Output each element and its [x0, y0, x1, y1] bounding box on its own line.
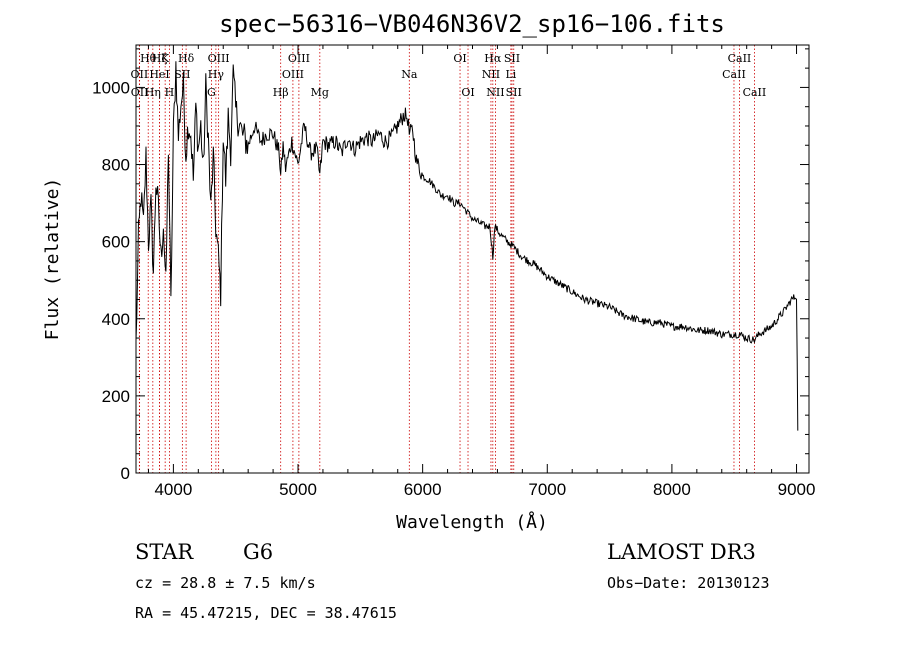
- line-marker-label: OII: [131, 68, 149, 81]
- line-marker-label: Hγ: [208, 68, 225, 81]
- line-marker-label: SII: [506, 86, 522, 99]
- line-marker-label: H: [165, 86, 175, 99]
- line-marker-label: Hη: [145, 86, 161, 99]
- spectrum-line-0: [135, 61, 799, 431]
- line-marker-label: Hβ: [273, 86, 289, 99]
- object-subclass: G6: [243, 540, 274, 564]
- line-marker-label: CaII: [722, 68, 746, 81]
- y-tick-label: 600: [102, 233, 130, 252]
- x-tick-label: 5000: [279, 480, 317, 499]
- x-tick-label: 8000: [653, 480, 691, 499]
- line-marker-label: CaII: [743, 86, 767, 99]
- sky-coordinates: RA = 45.47215, DEC = 38.47615: [135, 604, 397, 622]
- y-axis-label: Flux (relative): [42, 178, 63, 341]
- line-marker-label: SII: [504, 52, 520, 65]
- x-tick-label: 6000: [404, 480, 442, 499]
- line-marker-label: OI: [453, 52, 466, 65]
- line-marker-label: OIII: [208, 52, 230, 65]
- line-marker-label: Hδ: [178, 52, 195, 65]
- line-marker-label: Mg: [311, 86, 329, 99]
- line-marker-label: Li: [505, 68, 516, 81]
- object-type: STAR: [135, 540, 194, 564]
- x-axis-label: Wavelength (Å): [396, 511, 548, 533]
- x-tick-label: 4000: [154, 480, 192, 499]
- y-tick-label: 800: [102, 156, 130, 175]
- redshift-cz: cz = 28.8 ± 7.5 km/s: [135, 574, 316, 592]
- observation-date: Obs−Date: 20130123: [607, 574, 770, 592]
- line-marker-label: Hα: [484, 52, 502, 65]
- line-marker-label: Hζ: [152, 52, 168, 65]
- y-tick-label: 1000: [92, 78, 130, 97]
- line-marker-label: OII: [131, 86, 149, 99]
- line-marker-label: OIII: [282, 68, 304, 81]
- line-marker-label: Na: [401, 68, 418, 81]
- line-marker-label: NII: [486, 86, 504, 99]
- y-tick-label: 400: [102, 310, 130, 329]
- line-marker-label: K: [161, 52, 170, 65]
- line-marker-label: OI: [461, 86, 474, 99]
- survey-name: LAMOST DR3: [607, 540, 756, 564]
- line-marker-label: G: [207, 86, 216, 99]
- line-marker-label: Hθ: [140, 52, 157, 65]
- chart-title: spec−56316−VB046N36V2_sp16−106.fits: [219, 10, 725, 38]
- line-marker-label: SII: [174, 68, 190, 81]
- line-marker-label: HeI: [149, 68, 169, 81]
- y-tick-label: 200: [102, 387, 130, 406]
- line-marker-label: OIII: [288, 52, 310, 65]
- x-tick-label: 7000: [528, 480, 566, 499]
- x-tick-label: 9000: [778, 480, 816, 499]
- axes: 4000 5000 6000 7000 8000 9000 0 200 400 600 800 100…: [92, 45, 815, 499]
- line-marker-label: NII: [482, 68, 500, 81]
- line-marker-label: CaII: [728, 52, 752, 65]
- y-tick-label: 0: [121, 464, 130, 483]
- spectrum-series: [135, 61, 799, 431]
